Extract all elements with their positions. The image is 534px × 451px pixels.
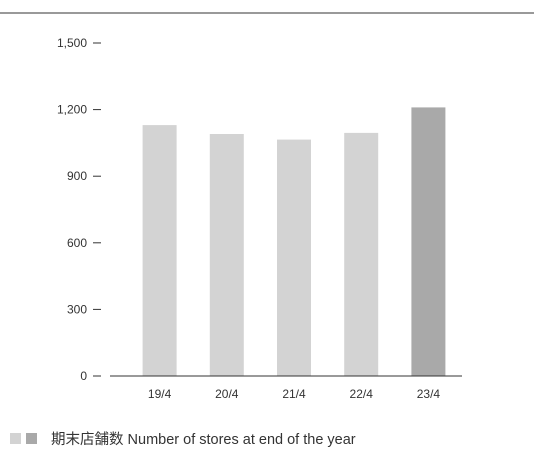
legend-swatch-light <box>10 432 21 444</box>
x-tick-label: 20/4 <box>215 387 239 401</box>
x-axis: 19/4 20/4 21/4 22/4 23/4 <box>148 387 440 401</box>
x-tick-label: 22/4 <box>350 387 374 401</box>
y-tick-label: 900 <box>67 169 87 183</box>
bars <box>142 107 446 377</box>
legend-label: 期末店舗数 Number of stores at end of the yea… <box>51 431 356 448</box>
x-tick-label: 23/4 <box>417 387 441 401</box>
y-tick-label: 0 <box>80 369 87 383</box>
bar-21-4 <box>277 139 311 376</box>
y-tick-label: 1,200 <box>57 103 87 117</box>
y-tick-label: 600 <box>67 236 87 250</box>
bar-23-4 <box>411 107 446 377</box>
bar-20-4 <box>209 134 244 376</box>
y-tick-label: 300 <box>67 302 87 316</box>
x-tick-label: 21/4 <box>282 387 306 401</box>
x-tick-label: 19/4 <box>148 387 172 401</box>
bar-22-4 <box>344 132 379 376</box>
legend-swatch-dark <box>26 432 37 444</box>
legend: 期末店舗数 Number of stores at end of the yea… <box>10 429 356 448</box>
y-tick-label: 1,500 <box>57 36 87 50</box>
y-axis: 0 300 600 900 1,200 1,500 <box>57 36 101 383</box>
bar-19-4 <box>142 125 177 376</box>
